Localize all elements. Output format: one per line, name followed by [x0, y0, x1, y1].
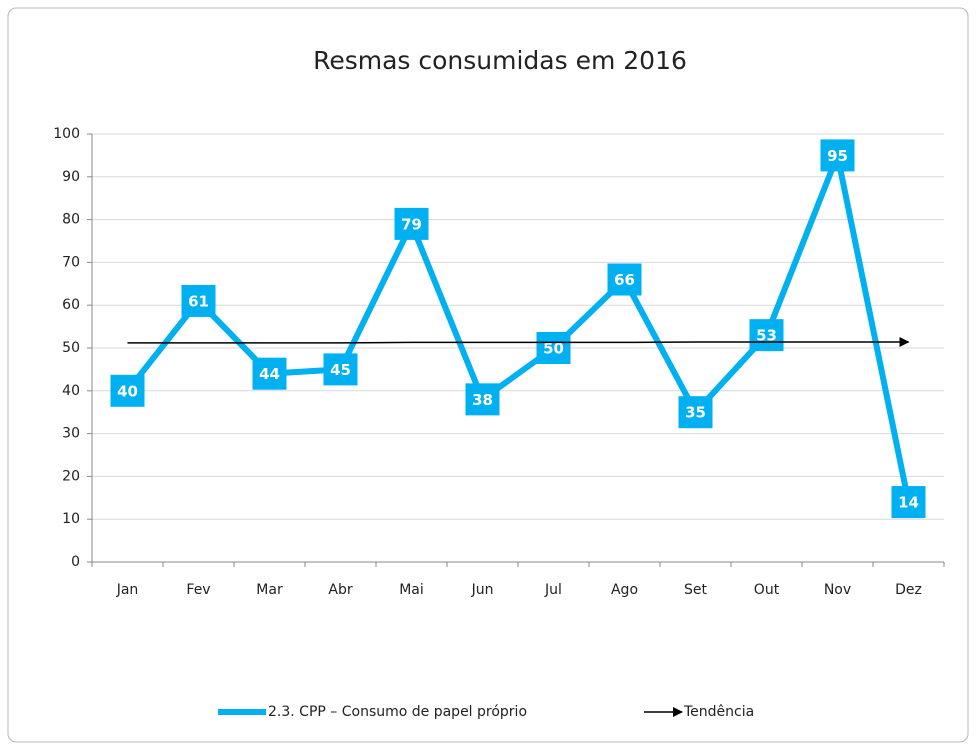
data-label: 40 [117, 382, 138, 400]
chart-frame [7, 7, 969, 743]
y-tick-label: 100 [53, 126, 80, 142]
y-tick-label: 0 [71, 554, 80, 570]
data-label-box [110, 374, 145, 407]
data-label: 35 [685, 404, 706, 422]
x-tick-label: Nov [824, 582, 851, 598]
data-label-box [252, 357, 287, 390]
x-tick-label: Set [684, 582, 708, 598]
data-label-box [749, 319, 784, 352]
y-tick-label: 40 [62, 383, 80, 399]
y-tick-label: 20 [62, 468, 80, 484]
x-tick-label: Fev [186, 582, 210, 598]
data-label-box [465, 383, 500, 416]
x-tick-label: Mai [399, 582, 424, 598]
data-label: 95 [827, 147, 848, 165]
trend-line [127, 337, 910, 348]
y-tick-label: 90 [62, 169, 80, 185]
data-label: 61 [188, 292, 209, 310]
y-tick-label: 50 [62, 340, 80, 356]
data-label: 44 [259, 365, 280, 383]
data-label-box [394, 207, 429, 240]
x-tick-label: Jun [471, 582, 494, 598]
y-tick-label: 10 [62, 511, 80, 527]
data-label-box [678, 396, 713, 429]
y-tick-label: 70 [62, 254, 80, 270]
x-tick-label: Out [754, 582, 780, 598]
y-tick-label: 60 [62, 297, 80, 313]
data-label: 14 [898, 494, 919, 512]
data-label-box [323, 353, 358, 386]
x-tick-label: Ago [611, 582, 638, 598]
data-label: 53 [756, 327, 777, 345]
chart-title: Resmas consumidas em 2016 [313, 46, 687, 75]
x-tick-label: Jan [116, 582, 139, 598]
data-label: 66 [614, 271, 635, 289]
y-tick-label: 80 [62, 212, 80, 228]
y-tick-label: 30 [62, 426, 80, 442]
x-tick-label: Dez [895, 582, 922, 598]
x-tick-label: Jul [544, 582, 562, 598]
data-label-box [181, 284, 216, 317]
x-tick-label: Mar [256, 582, 283, 598]
x-tick-label: Abr [328, 582, 352, 598]
data-label-box [820, 139, 855, 172]
data-label-box [891, 486, 926, 519]
legend-label: Tendência [683, 704, 754, 720]
data-label: 45 [330, 361, 351, 379]
data-label: 79 [401, 215, 422, 233]
data-label: 38 [472, 391, 493, 409]
data-label: 50 [543, 340, 564, 358]
legend-label: 2.3. CPP – Consumo de papel próprio [268, 704, 527, 720]
data-label-box [536, 332, 571, 364]
data-label-box [607, 263, 642, 296]
